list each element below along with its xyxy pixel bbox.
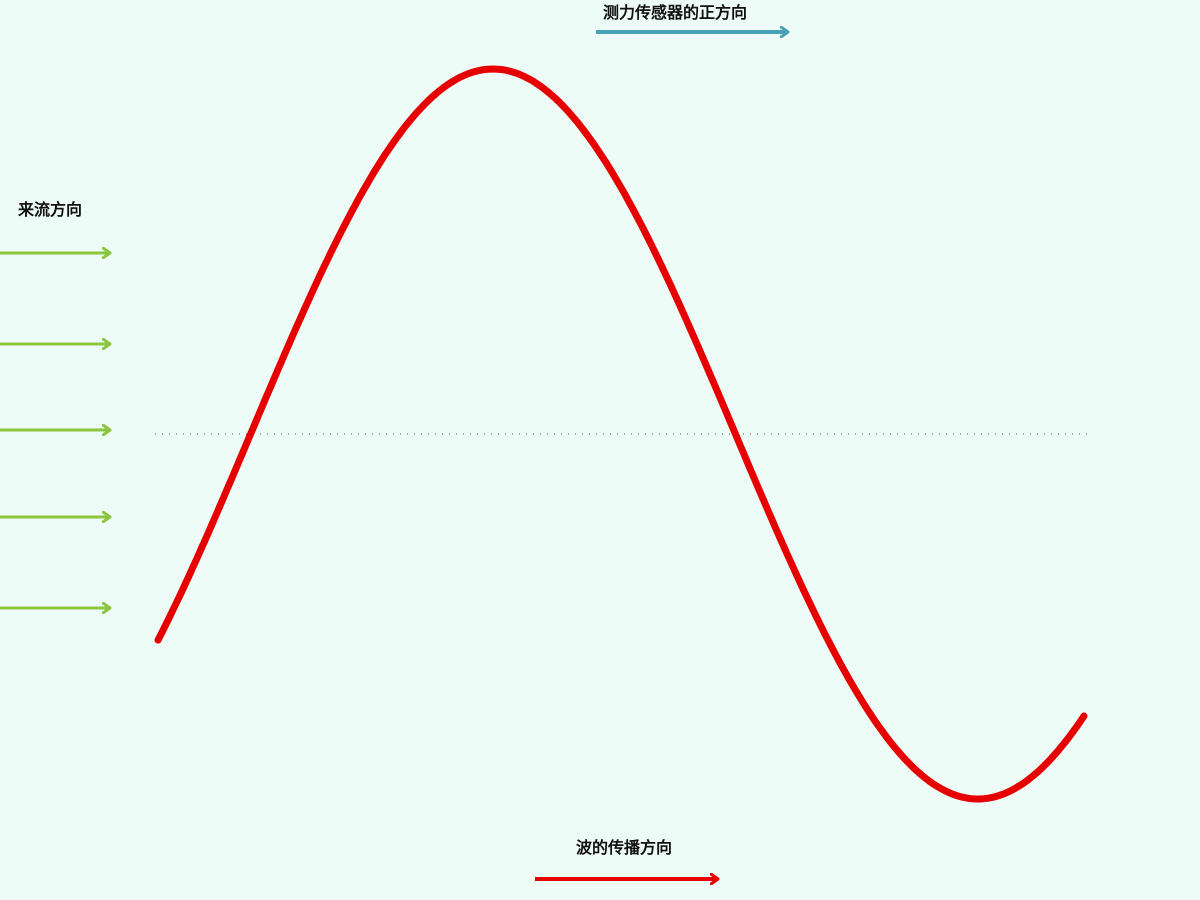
incoming-flow-arrows	[0, 253, 110, 608]
wave-curve	[154, 65, 1088, 803]
wave-propagation-label: 波的传播方向	[576, 838, 673, 857]
incoming-flow-label: 来流方向	[18, 200, 83, 219]
sensor-direction-label: 测力传感器的正方向	[603, 3, 748, 22]
